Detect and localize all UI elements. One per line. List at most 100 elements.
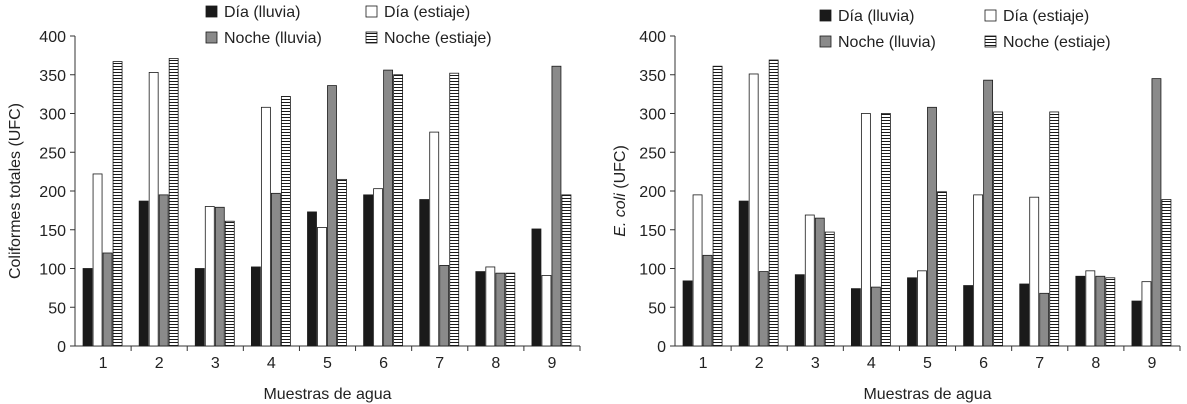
x-axis-label: Muestras de agua	[863, 386, 991, 403]
bar-solid-black	[794, 274, 805, 347]
bar-white	[429, 131, 440, 347]
bar-white	[204, 206, 215, 347]
x-tick-label: 8	[491, 355, 500, 372]
bar-white	[917, 270, 927, 347]
y-tick-label: 0	[57, 339, 66, 356]
y-axis-label-italic: E. coli	[612, 193, 629, 237]
bar-gray	[158, 194, 169, 347]
bar-horizontal-stripes	[337, 178, 347, 347]
bar-solid-black	[363, 194, 374, 347]
legend-label: Noche (lluvia)	[838, 34, 936, 51]
bar-horizontal-stripes	[1049, 111, 1060, 347]
x-tick-label: 7	[435, 355, 444, 372]
bar-white	[485, 266, 496, 347]
bar-white	[317, 227, 327, 347]
x-tick-label: 4	[867, 355, 876, 372]
legend-swatch	[819, 35, 832, 48]
x-tick-label: 9	[1147, 355, 1156, 372]
bar-horizontal-stripes	[393, 74, 404, 347]
bar-solid-black	[250, 266, 261, 347]
bar-horizontal-stripes	[880, 113, 891, 347]
y-tick-label: 400	[639, 29, 666, 46]
bar-white	[1141, 281, 1152, 347]
bar-horizontal-stripes	[449, 72, 460, 347]
legend-swatch	[365, 5, 378, 18]
bar-solid-black	[531, 228, 542, 347]
y-tick-label: 250	[39, 145, 66, 162]
legend-label: Día (lluvia)	[838, 8, 914, 25]
y-axis-label-text: Coliformes totales (UFC)	[7, 103, 24, 279]
bar-gray	[1039, 292, 1050, 347]
x-axis-label: Muestras de agua	[263, 386, 391, 403]
x-tick-label: 5	[323, 355, 332, 372]
y-tick-label: 350	[639, 68, 666, 85]
bar-solid-black	[963, 285, 974, 347]
y-axis-label-text: (UFC)	[612, 145, 629, 193]
x-tick-label: 2	[155, 355, 164, 372]
x-tick-label: 5	[923, 355, 932, 372]
bar-gray	[927, 106, 937, 347]
legend-swatch	[984, 9, 997, 22]
bar-white	[541, 275, 552, 347]
legend-label: Día (estiaje)	[384, 4, 470, 21]
y-tick-label: 400	[39, 29, 66, 46]
bar-solid-black	[682, 280, 693, 347]
legend-swatch	[205, 5, 218, 18]
bar-horizontal-stripes	[224, 220, 235, 347]
legend-label: Noche (estiaje)	[384, 30, 492, 47]
bar-gray	[214, 206, 225, 347]
x-tick-label: 7	[1035, 355, 1044, 372]
bar-gray	[327, 85, 337, 347]
bar-solid-black	[419, 199, 430, 347]
legend-label: Día (estiaje)	[1003, 8, 1089, 25]
y-tick-label: 300	[639, 107, 666, 124]
chart-e-coli: 0 50 100 150 200 250 300 350 400 1 2 3 4 5 6 7 8 9 Muestra…	[612, 8, 1181, 403]
bar-solid-black	[194, 268, 205, 347]
bar-white	[1029, 196, 1040, 347]
bar-gray	[758, 271, 769, 347]
bar-gray	[495, 272, 506, 347]
x-tick-label: 8	[1091, 355, 1100, 372]
y-tick-label: 50	[648, 300, 666, 317]
y-tick-label: 350	[39, 68, 66, 85]
bar-gray	[270, 192, 281, 347]
y-tick-label: 200	[639, 184, 666, 201]
bar-horizontal-stripes	[561, 194, 572, 347]
y-tick-label: 250	[639, 145, 666, 162]
bar-gray	[814, 217, 825, 347]
bar-gray	[983, 79, 994, 347]
bar-white	[860, 113, 871, 347]
bar-solid-black	[1131, 300, 1142, 347]
bar-white	[260, 106, 271, 347]
bar-solid-black	[475, 271, 486, 347]
bar-horizontal-stripes	[168, 58, 179, 347]
y-tick-label: 300	[39, 107, 66, 124]
y-tick-label: 50	[48, 300, 66, 317]
x-tick-label: 1	[699, 355, 708, 372]
bar-gray	[1095, 275, 1106, 347]
bar-gray	[551, 65, 562, 347]
bar-solid-black	[82, 268, 93, 347]
bar-horizontal-stripes	[1105, 277, 1116, 347]
legend-label: Noche (lluvia)	[224, 30, 322, 47]
bar-horizontal-stripes	[824, 231, 835, 347]
bar-horizontal-stripes	[112, 61, 123, 347]
legend-label: Noche (estiaje)	[1003, 34, 1111, 51]
bar-horizontal-stripes	[993, 111, 1004, 347]
bar-gray	[102, 252, 113, 347]
bar-horizontal-stripes	[1161, 199, 1172, 347]
bar-solid-black	[907, 277, 917, 347]
x-tick-label: 3	[211, 355, 220, 372]
x-tick-label: 6	[979, 355, 988, 372]
legend-swatch	[819, 9, 832, 22]
bar-solid-black	[850, 288, 861, 347]
x-tick-label: 9	[547, 355, 556, 372]
bar-white	[1085, 270, 1096, 347]
y-tick-label: 100	[639, 262, 666, 279]
bar-white	[973, 194, 984, 347]
bar-horizontal-stripes	[280, 96, 291, 347]
x-tick-label: 3	[811, 355, 820, 372]
legend-swatch	[984, 35, 997, 48]
